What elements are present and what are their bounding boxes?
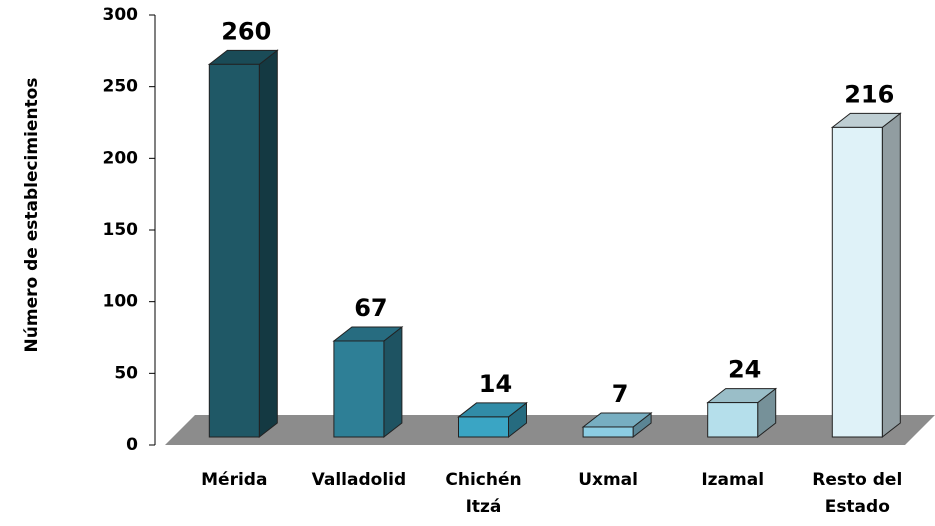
bar-side	[258, 49, 278, 439]
y-tick-label: 50	[114, 363, 138, 383]
x-tick-label: Uxmal	[578, 470, 638, 490]
value-label: 7	[612, 380, 629, 408]
bar-side	[383, 325, 403, 439]
x-tick-label: Chichén Itzá	[445, 470, 521, 517]
floor	[165, 415, 935, 445]
y-tick-label: 200	[103, 148, 139, 168]
value-label: 67	[354, 294, 387, 322]
x-tick-label: Mérida	[201, 470, 267, 490]
x-tick-label: Resto del Estado	[812, 470, 902, 517]
bar	[333, 340, 385, 438]
value-label: 260	[221, 17, 271, 45]
x-tick-label: Izamal	[701, 470, 764, 490]
value-label: 14	[479, 370, 512, 398]
x-tick-label: Valladolid	[312, 470, 407, 490]
bar	[831, 126, 883, 438]
value-label: 216	[844, 80, 894, 108]
bar	[582, 426, 634, 438]
bar	[208, 63, 260, 438]
y-tick-label: 100	[103, 292, 139, 312]
bar-side	[881, 112, 901, 439]
y-tick-label: 0	[126, 435, 138, 455]
y-axis-title: Número de establecimientos	[22, 78, 42, 353]
bar	[458, 416, 509, 438]
y-tick-label: 150	[103, 220, 139, 240]
y-tick-label: 300	[103, 5, 139, 25]
value-label: 24	[728, 356, 761, 384]
y-tick-label: 250	[103, 77, 139, 97]
bar	[707, 402, 759, 438]
